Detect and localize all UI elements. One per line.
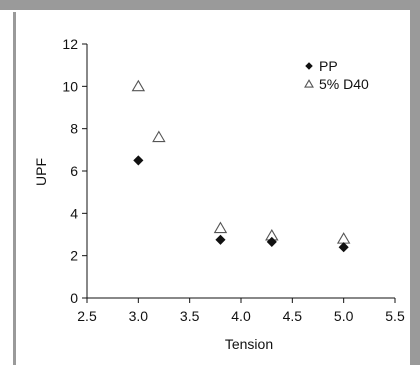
x-tick-label: 5.0	[334, 308, 354, 324]
x-tick-label: 4.0	[231, 308, 251, 324]
point-pp	[134, 156, 143, 165]
x-ticks: 2.5 3.0 3.5 4.0 4.5 5.0 5.5	[77, 298, 405, 324]
y-tick-label: 12	[62, 36, 78, 52]
x-tick-label: 5.5	[385, 308, 405, 324]
y-ticks: 0 2 4 6 8 10 12	[62, 36, 87, 306]
x-tick-label: 2.5	[77, 308, 97, 324]
y-axis-label: UPF	[33, 158, 49, 186]
point-pp	[216, 235, 225, 244]
frame-top-bar	[0, 0, 420, 10]
legend: PP 5% D40	[305, 58, 369, 92]
y-tick-label: 2	[70, 248, 78, 264]
point-5pct-d40	[133, 81, 145, 91]
legend-label-pp: PP	[319, 58, 338, 74]
legend-label-5pct-d40: 5% D40	[319, 76, 369, 92]
point-5pct-d40	[153, 132, 165, 142]
y-tick-label: 8	[70, 121, 78, 137]
frame-left-bar	[13, 12, 16, 365]
y-tick-label: 10	[62, 78, 78, 94]
point-pp	[339, 243, 348, 252]
x-tick-label: 4.5	[283, 308, 303, 324]
data-points	[133, 81, 350, 252]
x-axis-label: Tension	[225, 336, 273, 352]
frame-right-bar	[410, 0, 420, 365]
y-tick-label: 6	[70, 163, 78, 179]
point-5pct-d40	[338, 233, 350, 243]
y-tick-label: 0	[70, 290, 78, 306]
point-5pct-d40	[215, 223, 227, 233]
legend-marker-5pct-d40	[305, 80, 313, 87]
legend-marker-pp	[306, 63, 312, 69]
y-tick-label: 4	[70, 205, 78, 221]
x-tick-label: 3.5	[180, 308, 200, 324]
x-tick-label: 3.0	[129, 308, 149, 324]
